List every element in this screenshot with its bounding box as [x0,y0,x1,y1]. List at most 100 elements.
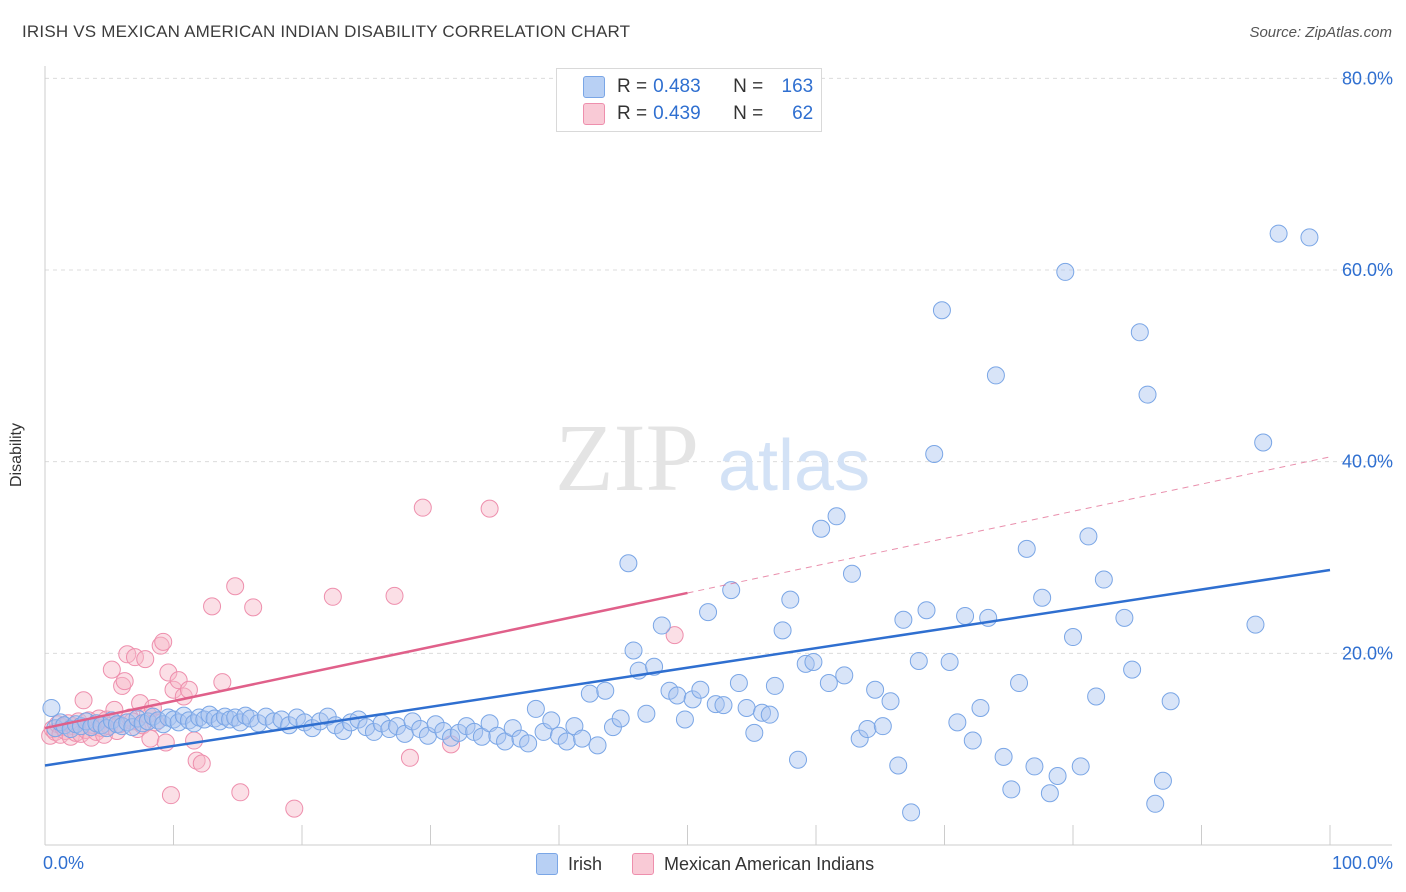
data-point-irish [472,727,491,746]
data-point-mexican [400,748,419,767]
y-tick-label: 40.0% [1342,452,1393,472]
legend-n-value: 163 [781,76,814,97]
data-point-irish [434,721,453,740]
trend-lines [44,456,1331,767]
data-point-irish [675,710,694,729]
data-point-irish [881,692,900,711]
data-point-irish [971,698,990,717]
legend-swatch-mexican [583,103,605,125]
data-point-irish [842,564,861,583]
data-point-irish [1087,687,1106,706]
data-point-irish [714,696,733,715]
data-point-irish [1033,588,1052,607]
data-point-irish [866,680,885,699]
data-point-irish [737,698,756,717]
data-point-irish [164,710,183,729]
data-point-irish [683,690,702,709]
data-point-mexican [203,597,222,616]
data-point-mexican [192,754,211,773]
data-point-irish [1040,784,1059,803]
mexican-points [41,498,684,818]
data-point-irish [1138,385,1157,404]
data-point-mexican [136,650,155,669]
data-point-irish [753,703,772,722]
data-point-irish [1056,262,1075,281]
data-point-irish [1094,570,1113,589]
data-point-irish [1017,539,1036,558]
watermark-zip: ZIP [555,404,699,511]
data-point-irish [835,666,854,685]
chart-title: IRISH VS MEXICAN AMERICAN INDIAN DISABIL… [22,22,631,41]
legend-n-value: 62 [792,103,814,124]
legend-n-label: N = [733,76,764,97]
data-point-irish [1079,527,1098,546]
data-point-mexican [164,680,183,699]
data-point-mexican [413,498,432,517]
data-point-irish [902,803,921,822]
data-point-irish [195,710,214,729]
data-point-irish [789,750,808,769]
data-point-mexican [159,663,178,682]
data-point-irish [827,507,846,526]
data-point-irish [940,652,959,671]
data-point-irish [179,711,198,730]
data-point-irish [588,736,607,755]
y-axis-label: Disability [8,422,25,488]
watermark-atlas: atlas [718,426,870,506]
data-point-irish [138,712,157,731]
data-point-mexican [154,632,173,651]
data-point-irish [963,731,982,750]
data-point-irish [917,601,936,620]
legend-r-value: 0.483 [653,76,701,97]
data-point-irish [812,519,831,538]
data-point-irish [1010,674,1029,693]
data-point-irish [624,641,643,660]
series-legend: Irish Mexican American Indians [536,853,904,875]
y-tick-label: 60.0% [1342,260,1393,280]
data-point-irish [889,756,908,775]
data-point-mexican [323,587,342,606]
stats-legend: R = 0.483 N = 163 R = 0.439 N = 62 [556,68,822,132]
data-point-irish [1064,628,1082,647]
data-point-irish [745,723,764,742]
data-point-mexican [141,729,160,748]
data-point-irish [956,606,975,625]
legend-r-value: 0.439 [653,103,701,124]
data-point-irish [994,747,1013,766]
data-point-irish [449,723,468,742]
legend-item-mexican: Mexican American Indians [632,853,874,875]
data-point-irish [729,674,748,693]
data-point-irish [699,603,718,622]
data-point-irish [873,717,892,736]
data-point-irish [174,706,193,725]
legend-label-irish: Irish [568,853,603,874]
data-point-irish [1130,323,1149,342]
data-point-irish [542,711,561,730]
trend-line-mexican [44,591,688,730]
data-point-irish [894,610,913,629]
legend-item-irish: Irish [536,853,602,875]
legend-row-mexican: R = 0.439 N = 62 [583,102,813,126]
irish-points [42,224,1319,822]
data-point-irish [526,699,545,718]
data-point-irish [668,686,687,705]
source-label: Source: ZipAtlas.com [1249,24,1392,41]
data-point-irish [573,729,592,748]
data-point-irish [1161,692,1180,711]
axes [44,66,1392,846]
data-point-irish [426,715,445,734]
data-point-irish [948,713,967,732]
data-point-mexican [115,672,134,691]
data-point-irish [1048,767,1067,785]
data-point-irish [1300,228,1319,247]
data-point-mexican [185,731,204,750]
data-point-irish [773,621,792,640]
data-point-irish [185,714,204,733]
data-point-irish [128,709,147,728]
data-point-irish [637,704,656,723]
data-point-irish [796,654,815,673]
data-point-mexican [187,751,206,770]
data-point-irish [496,732,515,751]
data-point-irish [925,445,944,463]
data-point-irish [850,729,869,748]
